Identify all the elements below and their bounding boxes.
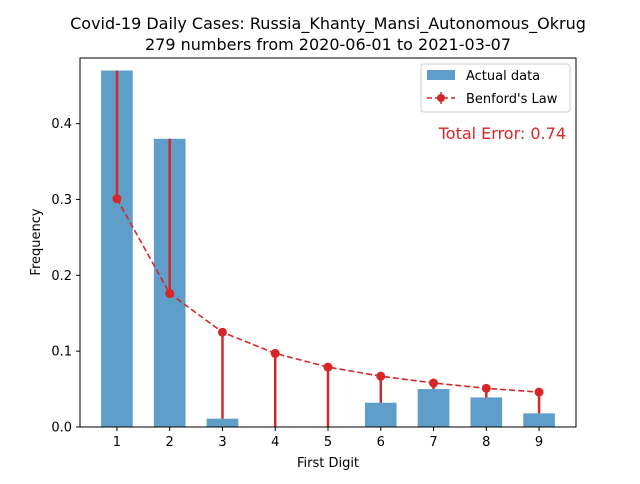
- y-tick-label-4: 0.4: [51, 117, 72, 132]
- x-tick-label-1: 1: [113, 435, 121, 450]
- chart-subtitle: 279 numbers from 2020-06-01 to 2021-03-0…: [145, 35, 511, 54]
- benford-point-digit-5: [323, 362, 333, 372]
- y-tick-label-0: 0.0: [51, 421, 72, 436]
- legend-benford-label: Benford's Law: [466, 92, 558, 107]
- bar-digit-6: [364, 402, 397, 427]
- x-tick-label-2: 2: [166, 435, 174, 450]
- y-tick-label-1: 0.1: [51, 345, 72, 360]
- x-tick-label-6: 6: [377, 435, 385, 450]
- benford-point-digit-6: [376, 371, 386, 381]
- bar-digit-3: [206, 418, 239, 427]
- x-axis-ticks: 1 2 3 4 5 6 7 8 9: [113, 427, 543, 450]
- error-stems-layer: [115, 70, 541, 427]
- benford-point-digit-2: [165, 289, 175, 299]
- benford-point-digit-9: [534, 387, 544, 397]
- x-tick-label-3: 3: [218, 435, 226, 450]
- y-axis-label: Frequency: [29, 208, 44, 275]
- benford-point-digit-4: [270, 348, 280, 358]
- benford-point-digit-8: [481, 383, 491, 393]
- benford-line-layer: [112, 194, 544, 397]
- x-tick-label-5: 5: [324, 435, 332, 450]
- total-error-annotation: Total Error: 0.74: [438, 124, 566, 143]
- x-tick-label-4: 4: [271, 435, 279, 450]
- x-tick-label-8: 8: [482, 435, 490, 450]
- benford-point-digit-1: [112, 194, 122, 204]
- bar-digit-7: [417, 389, 450, 427]
- y-axis-ticks: 0.0 0.1 0.2 0.3 0.4: [51, 117, 80, 436]
- legend-benford-marker: [437, 94, 445, 102]
- legend-actual-label: Actual data: [466, 69, 540, 84]
- legend: Actual data Benford's Law: [420, 63, 571, 113]
- x-tick-label-7: 7: [429, 435, 437, 450]
- benford-line: [116, 198, 540, 393]
- legend-frame: [420, 63, 571, 113]
- x-axis-label: First Digit: [297, 456, 359, 471]
- y-tick-label-2: 0.2: [51, 269, 72, 284]
- benford-point-digit-7: [429, 378, 439, 388]
- chart-title: Covid-19 Daily Cases: Russia_Khanty_Mans…: [70, 14, 586, 34]
- benford-point-digit-3: [217, 327, 227, 337]
- bar-digit-8: [470, 397, 503, 427]
- x-tick-label-9: 9: [535, 435, 543, 450]
- bars-layer: [101, 70, 555, 428]
- legend-bar-swatch: [427, 70, 455, 80]
- y-tick-label-3: 0.3: [51, 193, 72, 208]
- bar-digit-9: [523, 413, 555, 427]
